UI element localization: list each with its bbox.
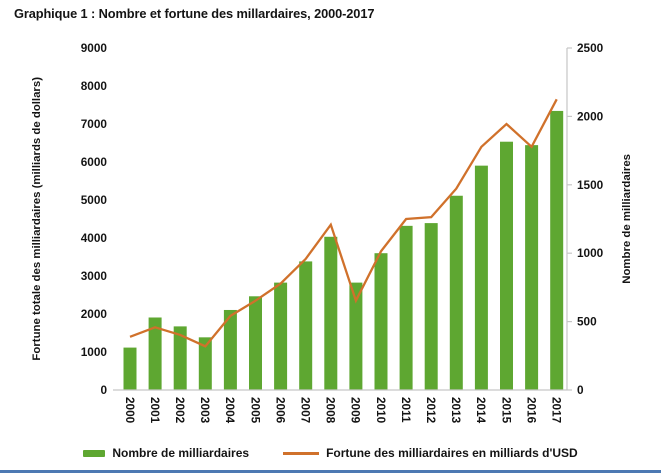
chart-plot-area: 0 500 1000 1500 2000 2500 0 1000 2000 3000 4000 500… <box>81 41 604 424</box>
right-axis-tick-label: 500 <box>577 315 597 329</box>
fortune-line-series <box>129 98 558 348</box>
right-axis-tick-label: 1000 <box>577 246 604 260</box>
bar-2005 <box>249 296 262 390</box>
x-axis-year-label: 2003 <box>198 397 212 424</box>
x-axis-year-label: 2016 <box>524 397 538 424</box>
x-axis-year-label: 2000 <box>123 397 137 424</box>
left-axis-tick-label: 3000 <box>81 269 108 283</box>
legend-item-line: Fortune des milliardaires en milliards d… <box>283 446 578 460</box>
bar-2013 <box>449 195 463 390</box>
x-axis-year-label: 2008 <box>324 397 338 424</box>
bar-2000 <box>123 347 137 390</box>
right-axis-title: Nombre de milliardaires <box>621 154 634 284</box>
right-axis-tick-label: 2500 <box>577 41 604 55</box>
legend-item-bars: Nombre de milliardaires <box>83 446 249 460</box>
bar-2014 <box>474 165 488 390</box>
left-axis-title: Fortune totale des milliardaires (millia… <box>31 77 44 361</box>
left-axis-tick-label: 4000 <box>81 231 108 245</box>
bar-2001 <box>148 317 162 390</box>
x-axis-year-label: 2007 <box>299 397 313 424</box>
legend-label-line: Fortune des milliardaires en milliards d… <box>326 446 578 460</box>
right-axis-tick-label: 1500 <box>577 178 604 192</box>
bar-2004 <box>223 309 237 390</box>
x-axis-year-label: 2002 <box>173 397 187 424</box>
left-axis-tick-label: 6000 <box>81 155 108 169</box>
bottom-border <box>0 470 661 473</box>
bar-2002 <box>173 326 187 390</box>
left-axis-tick-label: 5000 <box>81 193 108 207</box>
left-axis-tick-label: 9000 <box>81 41 108 55</box>
legend-label-bars: Nombre de milliardaires <box>112 446 250 460</box>
x-axis-year-label: 2013 <box>449 397 463 424</box>
x-axis-year-label: 2010 <box>374 397 388 424</box>
bar-2007 <box>299 261 313 390</box>
bar-2015 <box>500 141 513 390</box>
right-axis-tick-label: 2000 <box>577 109 604 123</box>
bar-2009 <box>349 282 363 390</box>
bar-2012 <box>424 223 438 390</box>
bar-2006 <box>274 282 288 390</box>
line-series-swatch-icon <box>283 451 320 455</box>
x-axis-year-label: 2012 <box>424 397 438 424</box>
left-axis-tick-label: 7000 <box>81 117 108 131</box>
x-axis-year-label: 2001 <box>148 397 162 424</box>
x-axis-year-label: 2011 <box>399 397 413 423</box>
left-axis-tick-label: 2000 <box>81 307 108 321</box>
right-axis-title-container: Nombre de milliardaires <box>618 48 638 390</box>
x-axis-year-label: 2005 <box>248 397 262 424</box>
x-axis-year-label: 2017 <box>550 397 564 424</box>
left-axis-tick-label: 0 <box>100 383 107 397</box>
bar-2017 <box>550 110 564 390</box>
chart-title: Graphique 1 : Nombre et fortune des mill… <box>14 6 375 21</box>
x-axis-year-label: 2014 <box>474 397 488 424</box>
chart-legend: Nombre de milliardaires Fortune des mill… <box>0 443 661 463</box>
bar-2010 <box>374 253 388 390</box>
left-axis-tick-label: 8000 <box>81 79 108 93</box>
x-axis-year-label: 2006 <box>273 397 287 424</box>
bar-2011 <box>399 225 413 390</box>
x-axis-year-label: 2009 <box>349 397 363 424</box>
left-axis-title-container: Fortune totale des milliardaires (millia… <box>28 48 48 390</box>
bar-2008 <box>324 236 338 390</box>
bar-2016 <box>525 145 539 390</box>
x-axis-year-label: 2015 <box>499 397 513 424</box>
bar-2003 <box>198 337 212 390</box>
right-axis-tick-label: 0 <box>577 383 584 397</box>
bar-series-swatch-icon <box>83 449 106 457</box>
left-axis-tick-label: 1000 <box>81 345 108 359</box>
x-axis-year-label: 2004 <box>223 397 237 424</box>
